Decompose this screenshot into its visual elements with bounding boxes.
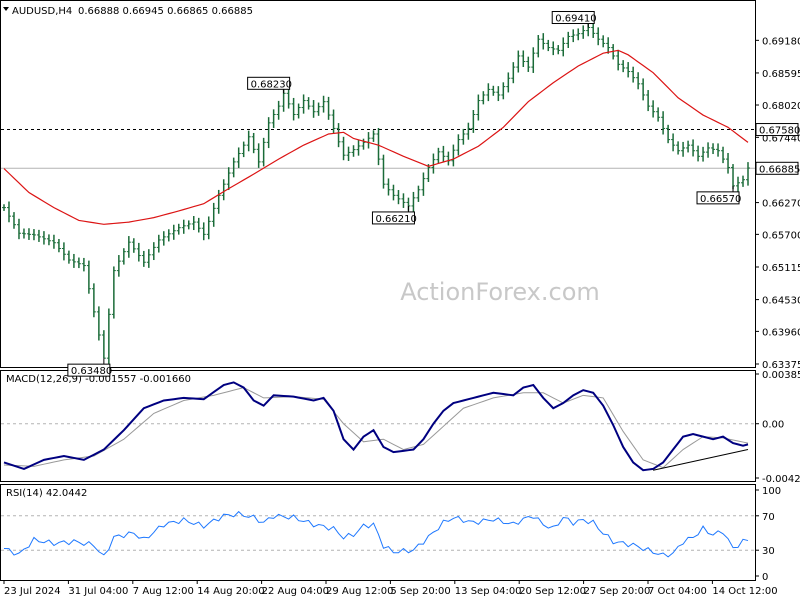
rsi-y-tick-label: 0	[762, 572, 768, 583]
x-tick-label: 31 Jul 04:00	[68, 586, 128, 597]
x-tick-label: 14 Oct 12:00	[712, 586, 777, 597]
dropdown-triangle-icon[interactable]	[3, 7, 9, 11]
x-tick-label: 29 Aug 12:00	[326, 586, 393, 597]
annotation-label: 0.63480	[71, 366, 112, 377]
level-label: 0.67580	[759, 126, 800, 137]
rsi-line	[3, 510, 749, 558]
macd-y-tick-label: 0.00	[762, 420, 784, 431]
x-tick-label: 23 Jul 2024	[4, 586, 61, 597]
annotation-box	[67, 363, 111, 377]
macd-y-tick-label: 0.003852	[762, 370, 800, 381]
macd-label: MACD(12,26,9) -0.001557 -0.001660	[6, 374, 191, 385]
level-label-box	[755, 161, 799, 175]
watermark: ActionForex.com	[400, 278, 600, 306]
ohlc-label: 0.66888 0.66945 0.66865 0.66885	[78, 6, 253, 17]
x-tick-label: 20 Sep 12:00	[519, 586, 586, 597]
rsi-label: RSI(14) 42.0442	[6, 488, 87, 499]
y-tick-label: 0.64530	[762, 296, 800, 307]
y-tick-label: 0.69180	[762, 36, 800, 47]
macd-panel	[0, 370, 756, 482]
annotation-box	[551, 11, 595, 25]
symbol-label: AUDUSD,H4	[12, 6, 72, 17]
x-tick-label: 7 Aug 12:00	[133, 586, 194, 597]
rsi-y-tick-label: 30	[762, 546, 775, 557]
level-label: 0.66885	[759, 164, 800, 175]
y-tick-label: 0.67440	[762, 133, 800, 144]
annotation-box	[696, 191, 740, 205]
price-panel	[0, 0, 756, 368]
annotation-label: 0.68230	[251, 79, 292, 90]
x-tick-label: 27 Sep 20:00	[584, 586, 651, 597]
rsi-y-tick-label: 100	[762, 486, 781, 497]
macd-y-tick-label: -0.004204	[762, 474, 800, 485]
y-tick-label: 0.63375	[762, 360, 800, 371]
y-tick-label: 0.65700	[762, 230, 800, 241]
macd-line	[3, 381, 749, 472]
annotation-box	[247, 76, 291, 90]
y-tick-label: 0.66270	[762, 199, 800, 210]
level-label-box	[755, 123, 799, 137]
annotation-label: 0.66570	[700, 194, 741, 205]
moving-average-line	[3, 49, 749, 225]
x-tick-label: 22 Aug 04:00	[262, 586, 329, 597]
y-tick-label: 0.68595	[762, 69, 800, 80]
annotation-label: 0.66210	[375, 214, 416, 225]
x-tick-label: 13 Sep 04:00	[455, 586, 522, 597]
x-tick-label: 7 Oct 04:00	[648, 586, 707, 597]
annotation-label: 0.69410	[555, 14, 596, 25]
rsi-y-tick-label: 70	[762, 512, 775, 523]
y-tick-label: 0.63960	[762, 327, 800, 338]
macd-signal-line	[3, 387, 749, 469]
macd-trendline	[653, 449, 749, 471]
x-tick-label: 14 Aug 20:00	[197, 586, 264, 597]
annotation-box	[371, 211, 415, 225]
x-tick-label: 5 Sep 20:00	[390, 586, 450, 597]
y-tick-label: 0.65115	[762, 263, 800, 274]
y-tick-label: 0.68020	[762, 101, 800, 112]
